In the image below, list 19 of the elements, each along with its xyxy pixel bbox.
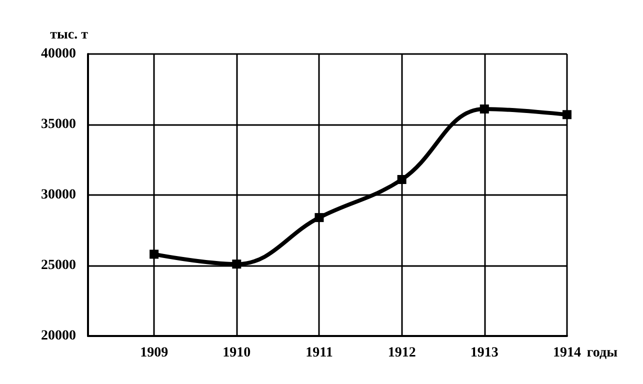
x-tick-label: 1909	[140, 346, 168, 360]
point	[562, 110, 572, 120]
point	[397, 174, 406, 184]
x-tick-label: 1914	[553, 346, 581, 360]
point	[150, 250, 159, 259]
x-tick-label: 1911	[306, 346, 333, 360]
x-tick-label: 1910	[222, 346, 251, 360]
y-tick-label: 25000	[41, 258, 76, 273]
y-tick-label: 30000	[41, 188, 76, 202]
point	[480, 104, 489, 114]
y-tick-label: 40000	[41, 46, 76, 62]
y-tick-label: 35000	[41, 117, 76, 132]
x-tick-label: 1912	[388, 346, 416, 360]
x-tick-label: 1913	[470, 346, 498, 360]
point	[314, 213, 324, 222]
y-tick-label: 20000	[41, 328, 76, 344]
y-axis-title: тыс. т	[50, 28, 88, 42]
x-axis-title: годы	[586, 346, 618, 360]
point	[232, 260, 242, 269]
